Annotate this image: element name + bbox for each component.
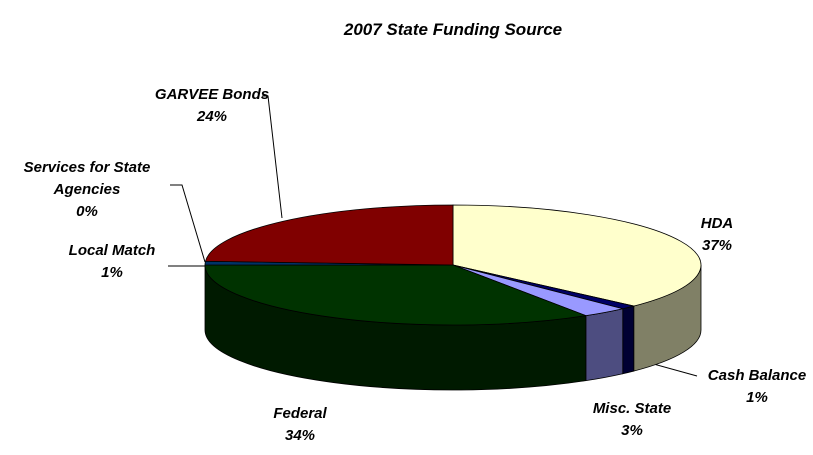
slice-value: 3%: [621, 422, 643, 439]
leader-line: [262, 95, 283, 219]
slice-value: 24%: [196, 108, 228, 125]
side-wall: [585, 308, 624, 382]
slice-name: Cash Balance: [707, 367, 807, 384]
slice-label: HDA 37%: [677, 213, 757, 257]
pie-slice: [452, 204, 702, 307]
side-wall: [622, 305, 635, 375]
slice-label: GARVEE Bonds 24%: [142, 84, 282, 128]
top-faces: [204, 204, 702, 326]
side-walls: [204, 264, 702, 391]
slice-name: Local Match: [68, 242, 156, 259]
chart-title: 2007 State Funding Source: [343, 20, 563, 39]
slice-value: 0%: [76, 203, 98, 220]
pie-slice: [204, 264, 588, 326]
slice-name: GARVEE Bonds: [154, 86, 270, 103]
slice-label: Cash Balance 1%: [692, 365, 813, 409]
slice-label: Local Match 1%: [57, 240, 167, 284]
slice-label: Federal 34%: [255, 403, 345, 447]
slice-value: 34%: [284, 427, 316, 444]
slice-label: Services for State Agencies 0%: [12, 157, 162, 223]
pie-slice: [204, 204, 454, 266]
slice-name: Federal: [273, 405, 327, 422]
leader-line: [170, 184, 206, 263]
slice-value: 37%: [701, 237, 733, 254]
slice-name: Misc. State: [592, 400, 672, 417]
slice-label: Misc. State 3%: [577, 398, 687, 442]
slice-value: 1%: [746, 389, 768, 406]
slice-name: HDA: [700, 215, 734, 232]
slice-value: 1%: [101, 264, 123, 281]
slice-name: Services for State Agencies: [23, 159, 151, 198]
